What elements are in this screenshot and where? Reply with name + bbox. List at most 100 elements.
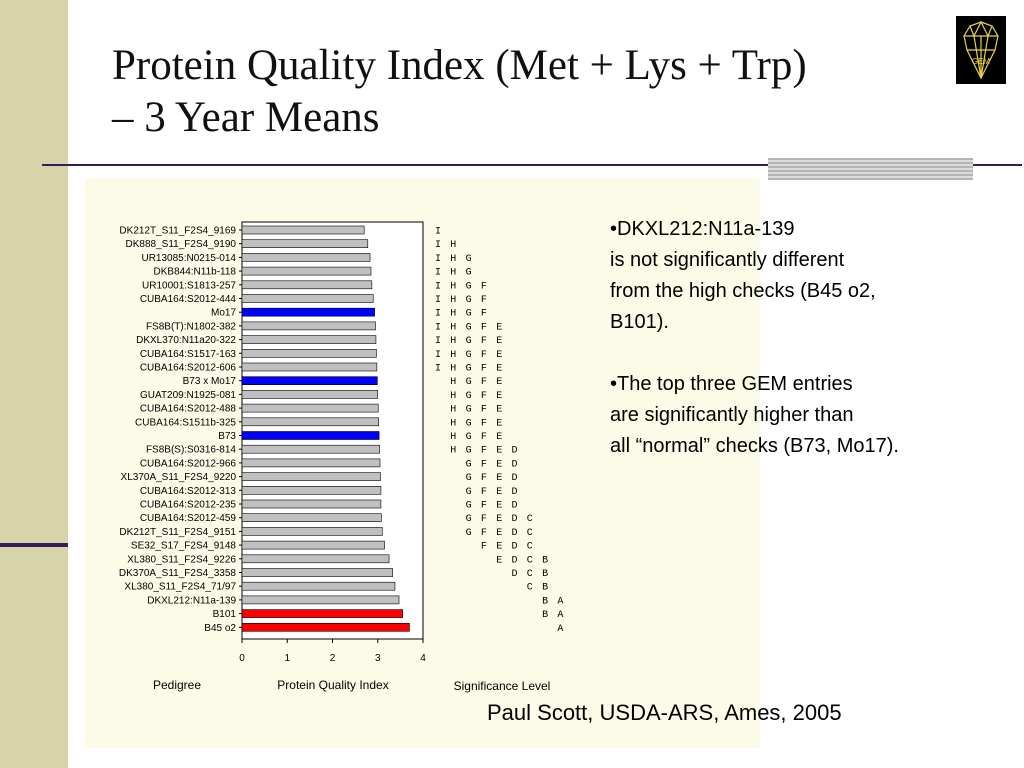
sig-letter-24-C: C [527, 555, 533, 566]
sig-letter-26-C: C [527, 583, 533, 594]
bar-23 [241, 540, 385, 550]
sig-letter-2-G: G [466, 254, 472, 265]
sig-letter-9-I: I [435, 350, 441, 361]
sig-letter-5-G: G [466, 295, 472, 306]
category-label-16: FS8B(S):S0316-814 [146, 445, 236, 456]
sig-letter-4-F: F [481, 281, 487, 292]
sig-letter-27-B: B [542, 596, 548, 607]
sig-letter-2-H: H [450, 254, 456, 265]
sig-letter-7-F: F [481, 322, 487, 333]
sig-letter-15-F: F [481, 432, 487, 443]
bar-26 [241, 581, 396, 591]
pedigree-axis-label: Pedigree [153, 678, 201, 692]
sig-letter-21-D: D [512, 514, 518, 525]
bar-17 [241, 458, 381, 468]
logo-label: GEM [972, 57, 991, 66]
category-label-14: CUBA164:S1511b-325 [135, 417, 236, 428]
sig-letter-3-H: H [450, 268, 456, 279]
sig-letter-22-D: D [512, 528, 518, 539]
sig-letter-19-G: G [466, 487, 472, 498]
category-label-6: Mo17 [211, 308, 236, 319]
category-label-15: B73 [218, 431, 236, 442]
category-label-9: CUBA164:S1517-163 [140, 349, 237, 360]
sig-letter-6-G: G [466, 309, 472, 320]
sig-letter-2-I: I [435, 254, 441, 265]
sig-letter-22-G: G [466, 528, 472, 539]
category-label-21: CUBA164:S2012-459 [140, 513, 237, 524]
bar-12 [241, 390, 379, 399]
bar-16 [241, 444, 380, 454]
category-label-23: SE32_S17_F2S4_9148 [131, 541, 237, 552]
notes-panel: •DKXL212:N11a-139 is not significantly d… [610, 214, 1010, 493]
bar-10 [241, 362, 378, 372]
bar-13 [241, 403, 379, 413]
sig-letter-10-I: I [435, 364, 441, 375]
sig-letter-4-H: H [450, 281, 456, 292]
sig-letter-11-E: E [496, 377, 502, 388]
bar-7 [241, 321, 376, 331]
category-label-8: DKXL370:N11a20-322 [136, 335, 236, 346]
sig-letter-17-D: D [512, 459, 518, 470]
sig-letter-11-F: F [481, 377, 487, 388]
sig-letter-4-I: I [435, 281, 441, 292]
category-label-25: DK370A_S11_F2S4_3358 [119, 568, 237, 579]
x-axis-label: Protein Quality Index [277, 678, 388, 692]
x-tick-label-4: 4 [420, 653, 426, 664]
sig-letter-7-H: H [450, 322, 456, 333]
left-decorative-band [0, 0, 68, 768]
sig-letter-9-E: E [496, 350, 502, 361]
sig-letter-8-H: H [450, 336, 456, 347]
sig-letter-29-A: A [557, 624, 563, 635]
category-label-10: CUBA164:S2012-606 [140, 363, 237, 374]
sig-letter-17-E: E [496, 459, 502, 470]
sig-letter-20-G: G [466, 501, 472, 512]
bar-29 [241, 622, 410, 632]
sig-letter-9-G: G [466, 350, 472, 361]
significance-axis-label: Significance Level [454, 679, 551, 693]
sig-letter-16-G: G [466, 446, 472, 457]
title-line-2: – 3 Year Means [112, 94, 380, 141]
sig-letter-16-H: H [450, 446, 456, 457]
sig-letter-18-E: E [496, 473, 502, 484]
bar-19 [241, 485, 382, 495]
sig-letter-18-F: F [481, 473, 487, 484]
bar-11 [241, 376, 378, 385]
sig-letter-3-I: I [435, 268, 441, 279]
sig-letter-13-H: H [450, 405, 456, 416]
bar-9 [241, 349, 377, 358]
bar-3 [241, 266, 372, 276]
category-label-5: CUBA164:S2012-444 [140, 294, 237, 305]
sig-letter-13-E: E [496, 405, 502, 416]
sig-letter-12-G: G [466, 391, 472, 402]
sig-letter-5-F: F [481, 295, 487, 306]
bar-1 [241, 239, 369, 249]
sig-letter-11-H: H [450, 377, 456, 388]
sig-letter-20-E: E [496, 501, 502, 512]
category-label-4: UR10001:S1813-257 [142, 280, 236, 291]
sig-letter-19-D: D [512, 487, 518, 498]
bar-0 [241, 225, 365, 235]
gem-logo: GEM [956, 16, 1006, 84]
sig-letter-23-D: D [512, 542, 518, 553]
sig-letter-18-G: G [466, 473, 472, 484]
sig-letter-13-F: F [481, 405, 487, 416]
x-tick-label-1: 1 [284, 653, 290, 664]
category-label-1: DK888_S11_F2S4_9190 [126, 239, 237, 250]
sig-letter-5-I: I [435, 295, 441, 306]
sig-letter-24-B: B [542, 555, 548, 566]
sig-letter-14-G: G [466, 418, 472, 429]
sig-letter-28-B: B [542, 610, 548, 621]
sig-letter-8-F: F [481, 336, 487, 347]
credit-line: Paul Scott, USDA-ARS, Ames, 2005 [487, 700, 842, 725]
bar-4 [241, 280, 373, 290]
sig-letter-22-C: C [527, 528, 533, 539]
sig-letter-9-F: F [481, 350, 487, 361]
sig-letter-23-F: F [481, 542, 487, 553]
sig-letter-25-D: D [512, 569, 518, 580]
sig-letter-17-F: F [481, 459, 487, 470]
sig-letter-8-I: I [435, 336, 441, 347]
sig-letter-14-F: F [481, 418, 487, 429]
sig-letter-7-G: G [466, 322, 472, 333]
sig-letter-12-H: H [450, 391, 456, 402]
sig-letter-21-G: G [466, 514, 472, 525]
